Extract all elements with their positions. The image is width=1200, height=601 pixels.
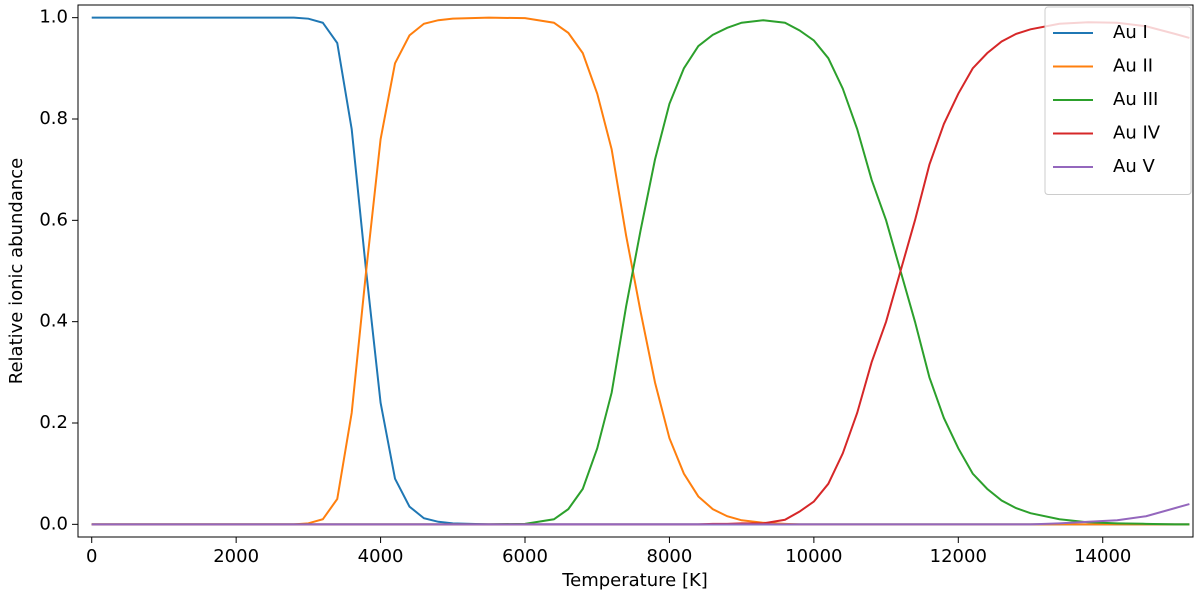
x-tick-label: 12000 xyxy=(930,546,987,567)
y-tick-label: 0.8 xyxy=(39,108,68,129)
x-axis-label: Temperature [K] xyxy=(561,570,708,591)
series-line xyxy=(91,19,1190,526)
series-line xyxy=(91,16,1190,526)
legend-label: Au II xyxy=(1113,56,1153,77)
y-tick-label: 0.4 xyxy=(39,311,68,332)
legend-label: Au I xyxy=(1113,22,1148,43)
x-tick-label: 8000 xyxy=(647,546,693,567)
legend-label: Au IV xyxy=(1113,123,1161,144)
series-line xyxy=(91,503,1190,526)
x-tick-label: 0 xyxy=(86,546,97,567)
y-axis-label: Relative ionic abundance xyxy=(6,158,27,384)
legend-label: Au III xyxy=(1113,89,1158,110)
y-tick-label: 1.0 xyxy=(39,7,68,28)
legend-box xyxy=(1044,6,1192,195)
plot-frame xyxy=(77,4,1194,538)
x-tick-label: 6000 xyxy=(502,546,548,567)
plot-area xyxy=(91,16,1190,526)
x-tick-label: 4000 xyxy=(358,546,404,567)
x-tick-label: 2000 xyxy=(213,546,259,567)
series-line xyxy=(91,16,1190,526)
x-tick-label: 10000 xyxy=(785,546,842,567)
x-tick-label: 14000 xyxy=(1074,546,1131,567)
series-line xyxy=(91,21,1190,526)
legend-label: Au V xyxy=(1113,156,1155,177)
y-tick-label: 0.6 xyxy=(39,209,68,230)
y-tick-label: 0.0 xyxy=(39,513,68,534)
y-tick-label: 0.2 xyxy=(39,412,68,433)
